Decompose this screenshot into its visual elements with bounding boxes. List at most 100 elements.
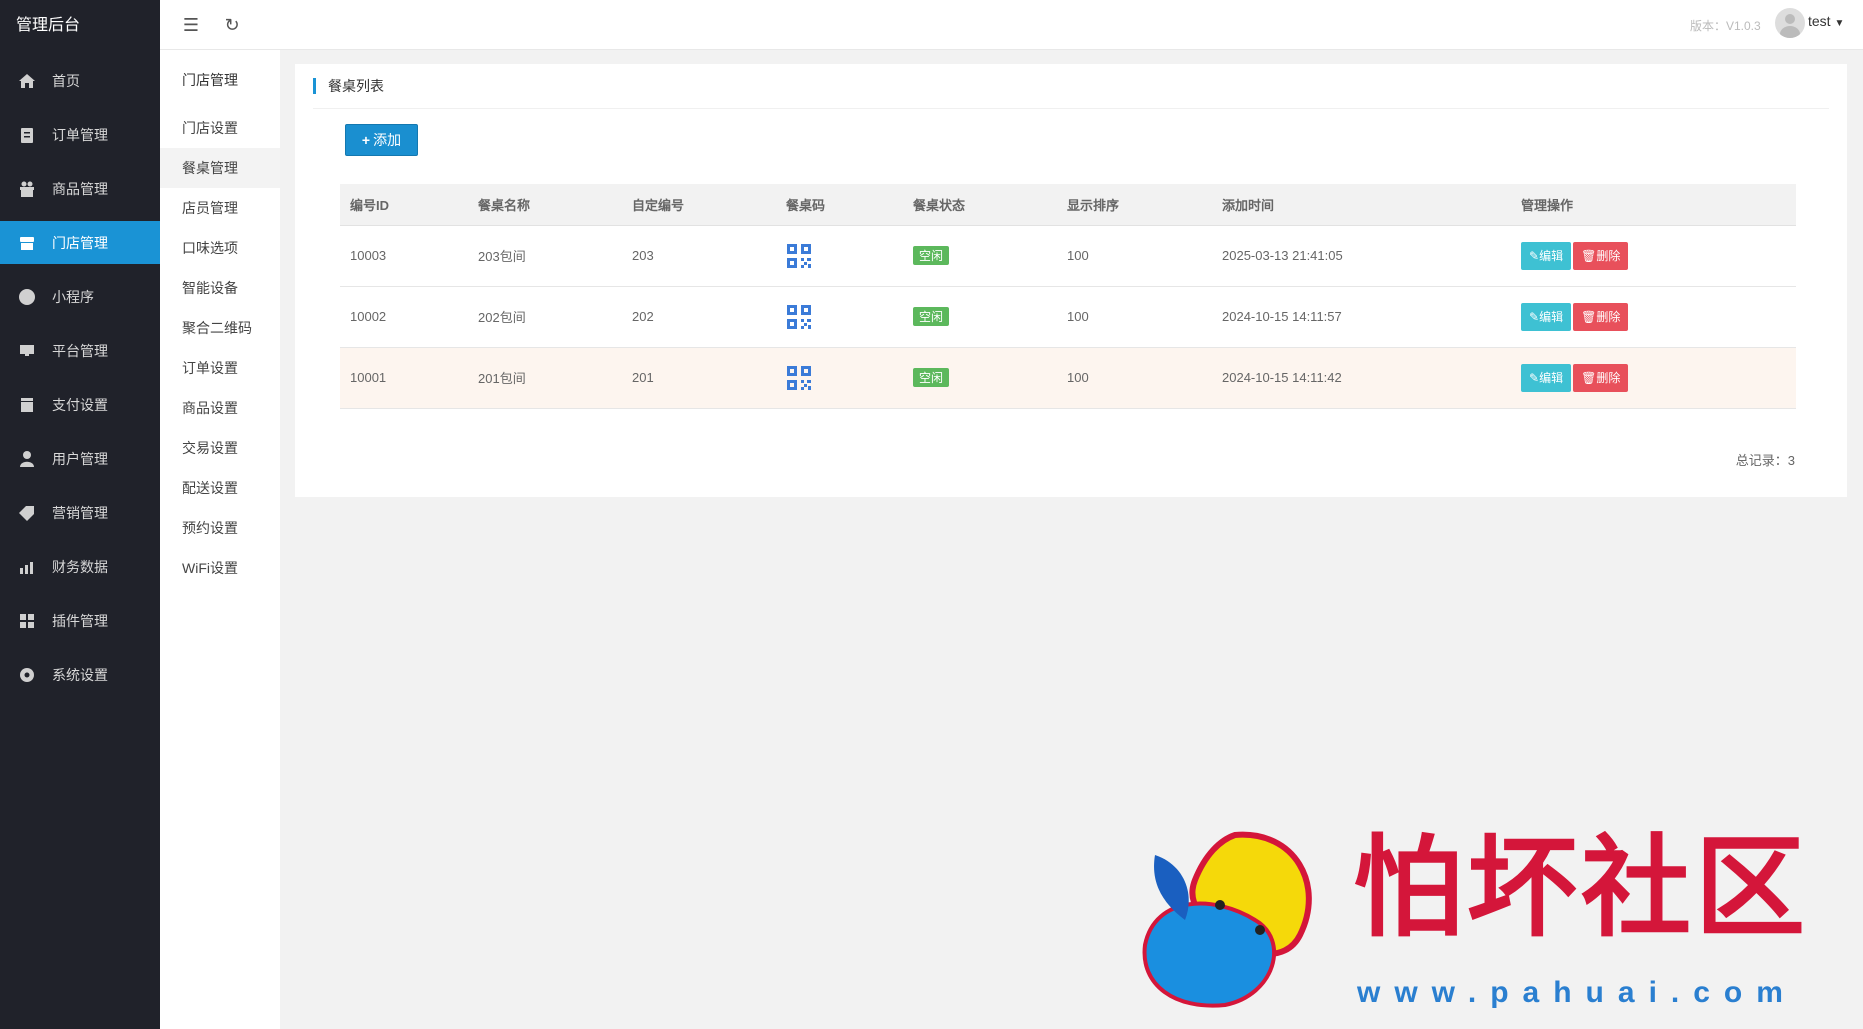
column-header: 餐桌状态 bbox=[903, 184, 1057, 226]
submenu-item[interactable]: 交易设置 bbox=[182, 440, 238, 456]
delete-button[interactable]: 🗑 删除 bbox=[1573, 241, 1629, 270]
user-menu[interactable]: test ▼ bbox=[1808, 13, 1844, 29]
pencil-icon: ✎ bbox=[1529, 309, 1540, 324]
submenu-item[interactable]: 餐桌管理 bbox=[160, 148, 280, 188]
submenu-item[interactable]: WiFi设置 bbox=[182, 560, 238, 576]
submenu-item[interactable]: 配送设置 bbox=[182, 480, 238, 496]
sidebar-item-label: 首页 bbox=[52, 72, 80, 89]
qr-code-icon[interactable] bbox=[786, 304, 812, 329]
cell-name: 202包间 bbox=[468, 286, 622, 348]
watermark-cn: 怕坏社区 bbox=[1353, 823, 1809, 952]
watermark-en: www.pahuai.com bbox=[1357, 976, 1797, 1009]
submenu-item[interactable]: 订单设置 bbox=[182, 360, 238, 376]
status-badge: 空闲 bbox=[913, 368, 950, 387]
column-header: 餐桌名称 bbox=[468, 184, 622, 226]
plugin-icon bbox=[18, 612, 36, 630]
refresh-icon[interactable]: ↻ bbox=[224, 15, 240, 35]
total-records: 总记录：3 bbox=[1735, 453, 1795, 468]
pencil-icon: ✎ bbox=[1529, 248, 1540, 263]
delete-button[interactable]: 🗑 删除 bbox=[1573, 302, 1629, 331]
cell-id: 10003 bbox=[340, 225, 468, 287]
table-row: 10002 202包间 202 空闲 100 2024-10-15 14:11:… bbox=[340, 286, 1796, 348]
sidebar-item-8[interactable]: 营销管理 bbox=[0, 491, 160, 534]
add-label: 添加 bbox=[373, 132, 402, 148]
status-badge: 空闲 bbox=[913, 307, 950, 326]
sidebar-item-label: 订单管理 bbox=[52, 126, 108, 143]
edit-label: 编辑 bbox=[1539, 249, 1564, 263]
edit-button[interactable]: ✎ 编辑 bbox=[1521, 363, 1572, 392]
sidebar-item-0[interactable]: 首页 bbox=[0, 59, 160, 102]
sidebar-item-9[interactable]: 财务数据 bbox=[0, 545, 160, 588]
column-header: 显示排序 bbox=[1057, 184, 1212, 226]
fish-logo-icon bbox=[1142, 831, 1312, 1008]
sidebar-item-label: 营销管理 bbox=[52, 504, 108, 521]
sidebar: 管理后台 首页 订单管理 商品管理 门店管理 小程序 平台管理 支付设置 用户管理 营销管理 财务… bbox=[0, 0, 160, 1029]
trash-icon: 🗑 bbox=[1581, 309, 1597, 324]
qr-code-icon[interactable] bbox=[786, 365, 812, 390]
delete-button[interactable]: 🗑 删除 bbox=[1573, 363, 1629, 392]
sidebar-item-label: 商品管理 bbox=[52, 180, 108, 197]
edit-button[interactable]: ✎ 编辑 bbox=[1521, 241, 1572, 270]
table-row: 10001 201包间 201 空闲 100 2024-10-15 14:11:… bbox=[340, 347, 1796, 409]
monitor-icon bbox=[18, 342, 36, 360]
avatar[interactable] bbox=[1775, 8, 1805, 38]
payment-icon bbox=[18, 396, 36, 414]
sidebar-item-2[interactable]: 商品管理 bbox=[0, 167, 160, 210]
tables-table: 编号ID 餐桌名称 自定编号 餐桌码 餐桌状态 显示排序 添加时间 管理操作 10003 20… bbox=[340, 184, 1796, 409]
delete-label: 删除 bbox=[1596, 249, 1621, 263]
edit-label: 编辑 bbox=[1539, 310, 1564, 324]
submenu-item[interactable]: 预约设置 bbox=[182, 520, 238, 536]
cell-qr bbox=[776, 286, 903, 348]
cell-name: 201包间 bbox=[468, 347, 622, 409]
home-icon bbox=[18, 72, 36, 90]
cell-qr bbox=[776, 347, 903, 409]
topbar: ☰ ↻ 版本：V1.0.3 test ▼ bbox=[160, 0, 1863, 50]
submenu-item[interactable]: 门店设置 bbox=[182, 120, 238, 136]
cell-time: 2024-10-15 14:11:57 bbox=[1212, 286, 1511, 348]
sidebar-item-11[interactable]: 系统设置 bbox=[0, 653, 160, 696]
add-button[interactable]: + 添加 bbox=[345, 124, 418, 156]
qr-code-icon[interactable] bbox=[786, 243, 812, 268]
submenu-item[interactable]: 智能设备 bbox=[182, 280, 238, 296]
column-header: 添加时间 bbox=[1212, 184, 1511, 226]
user-icon bbox=[18, 450, 36, 468]
submenu-item[interactable]: 口味选项 bbox=[182, 240, 238, 256]
sidebar-item-10[interactable]: 插件管理 bbox=[0, 599, 160, 642]
cell-status: 空闲 bbox=[903, 286, 1057, 348]
sidebar-item-5[interactable]: 平台管理 bbox=[0, 329, 160, 372]
sidebar-item-label: 系统设置 bbox=[52, 666, 108, 683]
chart-icon bbox=[18, 558, 36, 576]
sidebar-item-label: 财务数据 bbox=[52, 558, 108, 575]
cell-qr bbox=[776, 225, 903, 287]
submenu-title: 门店管理 bbox=[182, 72, 238, 88]
submenu-item[interactable]: 店员管理 bbox=[182, 200, 238, 216]
column-header: 自定编号 bbox=[622, 184, 776, 226]
table-list-panel: 餐桌列表 + 添加 编号ID 餐桌名称 自定编号 餐桌码 餐桌状态 显示排序 添加时间 管理操作… bbox=[295, 64, 1847, 497]
tag-icon bbox=[18, 504, 36, 522]
user-name: test bbox=[1808, 13, 1831, 29]
sidebar-item-6[interactable]: 支付设置 bbox=[0, 383, 160, 426]
delete-label: 删除 bbox=[1596, 371, 1621, 385]
sidebar-item-7[interactable]: 用户管理 bbox=[0, 437, 160, 480]
sidebar-item-label: 门店管理 bbox=[52, 234, 108, 251]
sidebar-item-label: 支付设置 bbox=[52, 396, 108, 413]
table-row: 10003 203包间 203 空闲 100 2025-03-13 21:41:… bbox=[340, 225, 1796, 287]
cell-sort: 100 bbox=[1057, 225, 1212, 287]
plus-icon: + bbox=[361, 132, 371, 148]
sidebar-item-4[interactable]: 小程序 bbox=[0, 275, 160, 318]
cell-sort: 100 bbox=[1057, 286, 1212, 348]
cell-code: 202 bbox=[622, 286, 776, 348]
sidebar-item-label: 平台管理 bbox=[52, 342, 108, 359]
cell-status: 空闲 bbox=[903, 225, 1057, 287]
cell-sort: 100 bbox=[1057, 347, 1212, 409]
miniprogram-icon bbox=[18, 288, 36, 306]
sidebar-item-1[interactable]: 订单管理 bbox=[0, 113, 160, 156]
cell-id: 10002 bbox=[340, 286, 468, 348]
trash-icon: 🗑 bbox=[1581, 370, 1597, 385]
submenu-item[interactable]: 聚合二维码 bbox=[182, 320, 252, 336]
edit-button[interactable]: ✎ 编辑 bbox=[1521, 302, 1572, 331]
collapse-menu-icon[interactable]: ☰ bbox=[182, 15, 200, 35]
submenu-item[interactable]: 商品设置 bbox=[182, 400, 238, 416]
sidebar-item-3[interactable]: 门店管理 bbox=[0, 221, 160, 264]
cell-status: 空闲 bbox=[903, 347, 1057, 409]
